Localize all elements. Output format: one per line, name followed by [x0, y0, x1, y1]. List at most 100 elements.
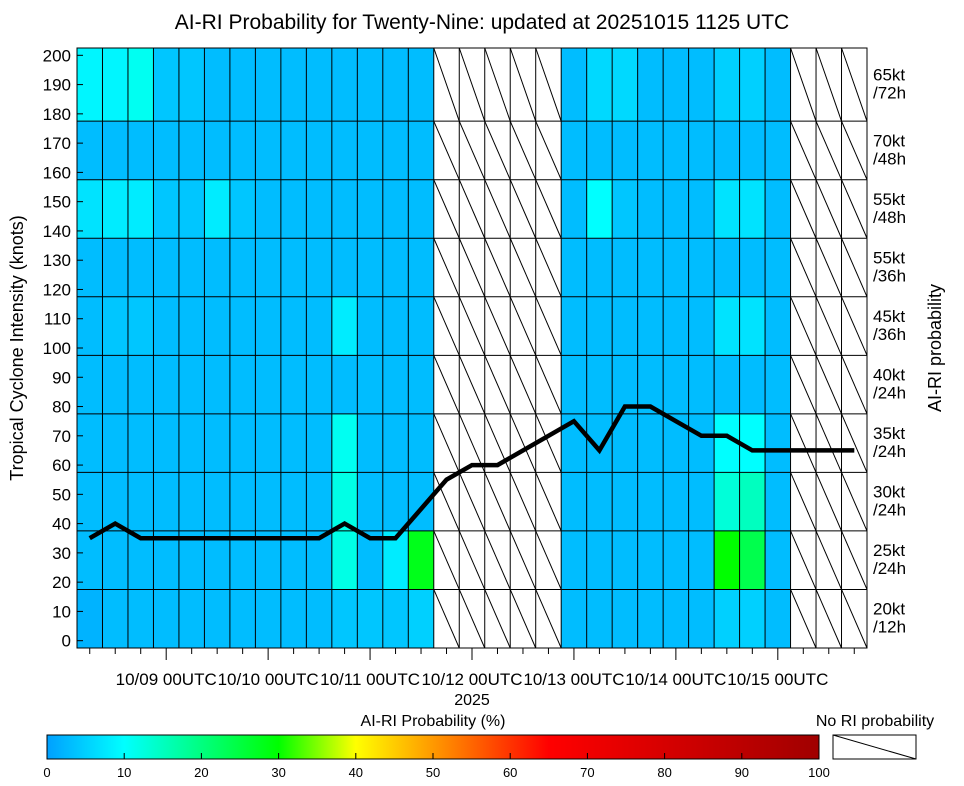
- heatmap-cell: [280, 355, 307, 414]
- no-ri-hatch: [433, 530, 460, 590]
- y-tick-label: 120: [43, 280, 71, 299]
- heatmap-cell: [561, 472, 587, 531]
- heatmap-cell: [739, 179, 766, 239]
- no-ri-hatch: [509, 413, 537, 473]
- colorbar-tick-label: 80: [657, 765, 671, 780]
- heatmap-cell: [255, 589, 281, 648]
- heatmap-cell: [306, 472, 332, 531]
- heatmap-cell: [255, 355, 281, 414]
- heatmap-cell: [331, 413, 358, 473]
- heatmap-cell: [204, 296, 230, 356]
- no-ri-hatch: [458, 355, 486, 415]
- heatmap-cell: [77, 355, 103, 414]
- no-ri-hatch: [790, 413, 817, 473]
- heatmap-cell: [102, 179, 128, 239]
- heatmap-cell: [382, 296, 409, 356]
- heatmap-cell: [178, 589, 205, 648]
- heatmap-cell: [586, 296, 613, 356]
- heatmap-cell: [586, 472, 613, 531]
- heatmap-cell: [229, 179, 256, 239]
- no-ri-hatch: [841, 120, 868, 180]
- heatmap-cell: [280, 296, 307, 356]
- no-ri-hatch: [433, 47, 460, 122]
- no-ri-hatch: [433, 179, 460, 239]
- heatmap-cell: [127, 296, 154, 356]
- heatmap-cell: [612, 121, 638, 180]
- no-ri-hatch: [484, 355, 511, 415]
- heatmap-cell: [663, 472, 689, 531]
- heatmap-cell: [229, 472, 256, 531]
- heatmap-cell: [357, 589, 383, 648]
- heatmap-cell: [637, 238, 664, 297]
- heatmap-cell: [331, 296, 358, 356]
- heatmap-cell: [688, 121, 715, 180]
- row-label: 70kt/48h: [873, 131, 906, 168]
- heatmap-cell: [765, 530, 791, 590]
- heatmap-cell: [612, 179, 638, 239]
- heatmap-cell: [178, 472, 205, 531]
- no-ri-hatch: [484, 179, 511, 239]
- heatmap-cell: [765, 413, 791, 473]
- heatmap-cell: [714, 238, 740, 297]
- heatmap-cell: [561, 238, 587, 297]
- heatmap-cell: [153, 589, 179, 648]
- heatmap-cell: [408, 530, 434, 590]
- no-ri-hatch: [790, 238, 817, 297]
- heatmap-cell: [765, 121, 791, 180]
- heatmap-cell: [561, 589, 587, 648]
- row-label: 35kt/24h: [873, 424, 906, 461]
- heatmap-cell: [408, 121, 434, 180]
- heatmap-cell: [255, 238, 281, 297]
- heatmap-cell: [127, 48, 154, 122]
- heatmap-cell: [306, 121, 332, 180]
- no-ri-hatch: [458, 47, 486, 122]
- row-label: 20kt/12h: [873, 600, 906, 637]
- heatmap-cell: [178, 296, 205, 356]
- heatmap-cell: [637, 589, 664, 648]
- heatmap-cell: [739, 238, 766, 297]
- no-ri-hatch: [458, 296, 486, 356]
- no-ri-hatch: [458, 589, 486, 649]
- no-ri-hatch: [790, 589, 817, 649]
- heatmap-cell: [357, 179, 383, 239]
- no-ri-hatch: [790, 355, 817, 415]
- heatmap-cell: [612, 589, 638, 648]
- heatmap-cell: [255, 413, 281, 473]
- x-tick-label: 10/10 00UTC: [218, 670, 319, 689]
- heatmap-cell: [739, 296, 766, 356]
- heatmap-cell: [739, 472, 766, 531]
- heatmap-cell: [612, 472, 638, 531]
- no-ri-hatch: [841, 589, 868, 649]
- heatmap-cell: [637, 296, 664, 356]
- heatmap-cell: [77, 238, 103, 297]
- heatmap-cell: [153, 355, 179, 414]
- heatmap-cell: [306, 530, 332, 590]
- no-ri-hatch: [815, 589, 842, 649]
- no-ri-hatch: [433, 120, 460, 180]
- heatmap-cell: [637, 121, 664, 180]
- no-ri-hatch: [433, 472, 460, 532]
- heatmap-cell: [280, 121, 307, 180]
- heatmap-cell: [688, 296, 715, 356]
- no-ri-hatch: [535, 413, 562, 473]
- heatmap-cell: [331, 48, 358, 122]
- heatmap-cell: [204, 472, 230, 531]
- heatmap-cell: [127, 355, 154, 414]
- intensity-line: [88, 404, 855, 541]
- heatmap-cell: [153, 238, 179, 297]
- heatmap-cell: [739, 48, 766, 122]
- no-ri-hatch: [841, 47, 868, 122]
- heatmap-cell: [408, 179, 434, 239]
- no-ri-hatch: [484, 120, 511, 180]
- heatmap-cell: [306, 589, 332, 648]
- heatmap-cell: [204, 121, 230, 180]
- heatmap-cell: [280, 472, 307, 531]
- heatmap-cell: [280, 589, 307, 648]
- x-tick-label: 10/13 00UTC: [523, 670, 624, 689]
- x-tick-label: 10/09 00UTC: [116, 670, 217, 689]
- heatmap-cell: [714, 589, 740, 648]
- no-ri-hatch: [509, 47, 537, 122]
- heatmap-cell: [765, 179, 791, 239]
- no-ri-hatch: [841, 238, 868, 297]
- heatmap-cell: [102, 355, 128, 414]
